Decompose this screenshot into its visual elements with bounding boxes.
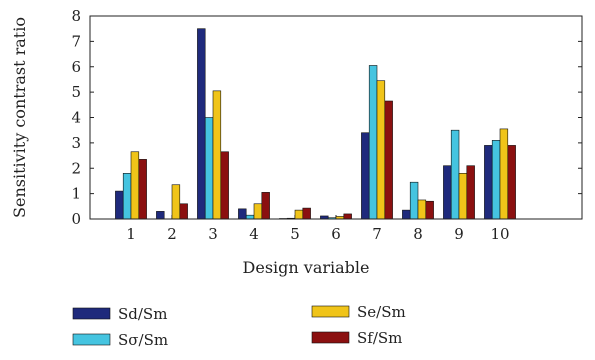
- bar-4-1: [138, 159, 147, 220]
- bar-4-3: [220, 151, 229, 220]
- bar-4-6: [343, 213, 352, 220]
- legend-label-1: Sd/Sm: [118, 305, 167, 323]
- bar-2-4: [245, 214, 255, 220]
- x-tick-label: 1: [126, 225, 136, 243]
- bar-4-2: [179, 203, 188, 220]
- bar-2-1: [122, 173, 132, 220]
- x-tick-label: 10: [490, 225, 509, 243]
- bar-3-7: [376, 80, 386, 220]
- x-tick-label: 7: [372, 225, 382, 243]
- y-axis-ticks: 0 1 2 3 4 5 6 7 8: [71, 7, 582, 228]
- bar-4-4: [261, 192, 270, 220]
- bar-4-5: [302, 207, 311, 220]
- bar-2-9: [450, 129, 460, 220]
- bar-1-7: [361, 132, 370, 220]
- y-tick-label: 0: [71, 210, 81, 228]
- bar-2-3: [204, 117, 214, 220]
- bar-4-8: [425, 200, 434, 220]
- bar-2-8: [409, 181, 419, 220]
- bar-3-9: [458, 173, 468, 220]
- bar-series-group: [115, 28, 516, 220]
- legend-label-4: Sf/Sm: [357, 329, 402, 347]
- legend-label-2: Sσ/Sm: [118, 331, 168, 349]
- bar-3-1: [130, 151, 140, 220]
- y-tick-label: 4: [71, 109, 81, 127]
- bar-1-8: [402, 209, 411, 220]
- bar-3-3: [212, 90, 222, 220]
- bar-4-9: [466, 165, 475, 220]
- bar-1-9: [443, 165, 452, 220]
- legend-label-3: Se/Sm: [357, 303, 406, 321]
- x-tick-label: 5: [290, 225, 300, 243]
- bar-1-2: [156, 211, 165, 220]
- legend-swatch-2: [72, 333, 111, 346]
- legend-swatch-4: [311, 331, 350, 344]
- y-tick-label: 1: [71, 185, 81, 203]
- x-tick-label: 8: [413, 225, 423, 243]
- y-axis-title: Sensitivity contrast ratio: [10, 17, 29, 218]
- x-tick-label: 2: [167, 225, 177, 243]
- x-axis-title: Design variable: [243, 258, 370, 277]
- bar-1-1: [115, 190, 124, 220]
- bar-4-10: [507, 145, 516, 220]
- x-tick-label: 3: [208, 225, 218, 243]
- y-tick-label: 6: [71, 58, 81, 76]
- bar-3-2: [171, 184, 181, 220]
- bar-3-8: [417, 199, 427, 220]
- legend: Sd/Sm Sσ/Sm Se/Sm Sf/Sm: [72, 303, 406, 349]
- bar-4-7: [384, 100, 393, 220]
- bar-3-10: [499, 128, 509, 220]
- x-tick-label: 6: [331, 225, 341, 243]
- y-tick-label: 3: [71, 134, 81, 152]
- bar-1-10: [484, 145, 493, 220]
- bar-3-4: [253, 203, 263, 220]
- y-tick-label: 7: [71, 32, 81, 50]
- legend-swatch-1: [72, 307, 111, 320]
- bar-1-3: [197, 28, 206, 220]
- bar-2-10: [491, 140, 501, 220]
- bar-2-7: [368, 65, 378, 220]
- x-tick-label: 9: [454, 225, 464, 243]
- y-tick-label: 5: [71, 83, 81, 101]
- bar-3-5: [294, 209, 304, 220]
- legend-swatch-3: [311, 305, 350, 318]
- plot-frame: [89, 15, 583, 220]
- y-tick-label: 2: [71, 159, 81, 177]
- x-tick-label: 4: [249, 225, 259, 243]
- y-tick-label: 8: [71, 7, 81, 25]
- bar-1-4: [238, 208, 247, 220]
